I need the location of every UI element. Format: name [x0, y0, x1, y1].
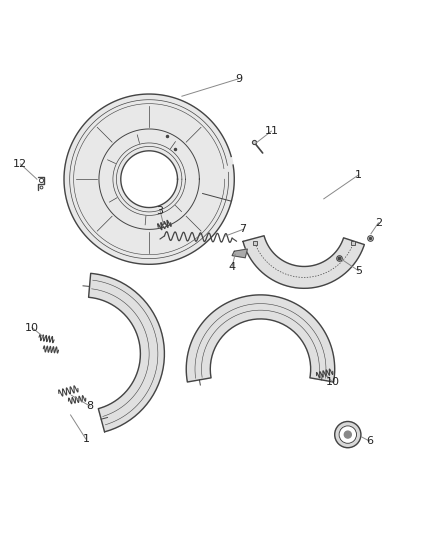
Text: 7: 7	[240, 224, 247, 235]
Text: 11: 11	[265, 126, 279, 136]
Polygon shape	[232, 249, 247, 258]
Text: 2: 2	[375, 218, 382, 228]
Circle shape	[335, 422, 361, 448]
Text: 8: 8	[87, 401, 94, 411]
Circle shape	[344, 431, 351, 438]
Text: 9: 9	[235, 74, 242, 84]
Circle shape	[64, 94, 234, 264]
Text: 10: 10	[25, 322, 39, 333]
Circle shape	[121, 151, 177, 207]
Text: 5: 5	[355, 266, 362, 276]
Text: 6: 6	[366, 436, 373, 446]
Text: 12: 12	[13, 159, 28, 169]
Polygon shape	[243, 236, 364, 288]
Text: 1: 1	[355, 170, 362, 180]
Circle shape	[339, 426, 357, 443]
Polygon shape	[186, 295, 335, 382]
Text: 4: 4	[229, 262, 236, 271]
Text: 3: 3	[156, 206, 163, 216]
Text: 1: 1	[82, 434, 89, 444]
Polygon shape	[88, 273, 164, 432]
Text: 10: 10	[325, 377, 339, 387]
